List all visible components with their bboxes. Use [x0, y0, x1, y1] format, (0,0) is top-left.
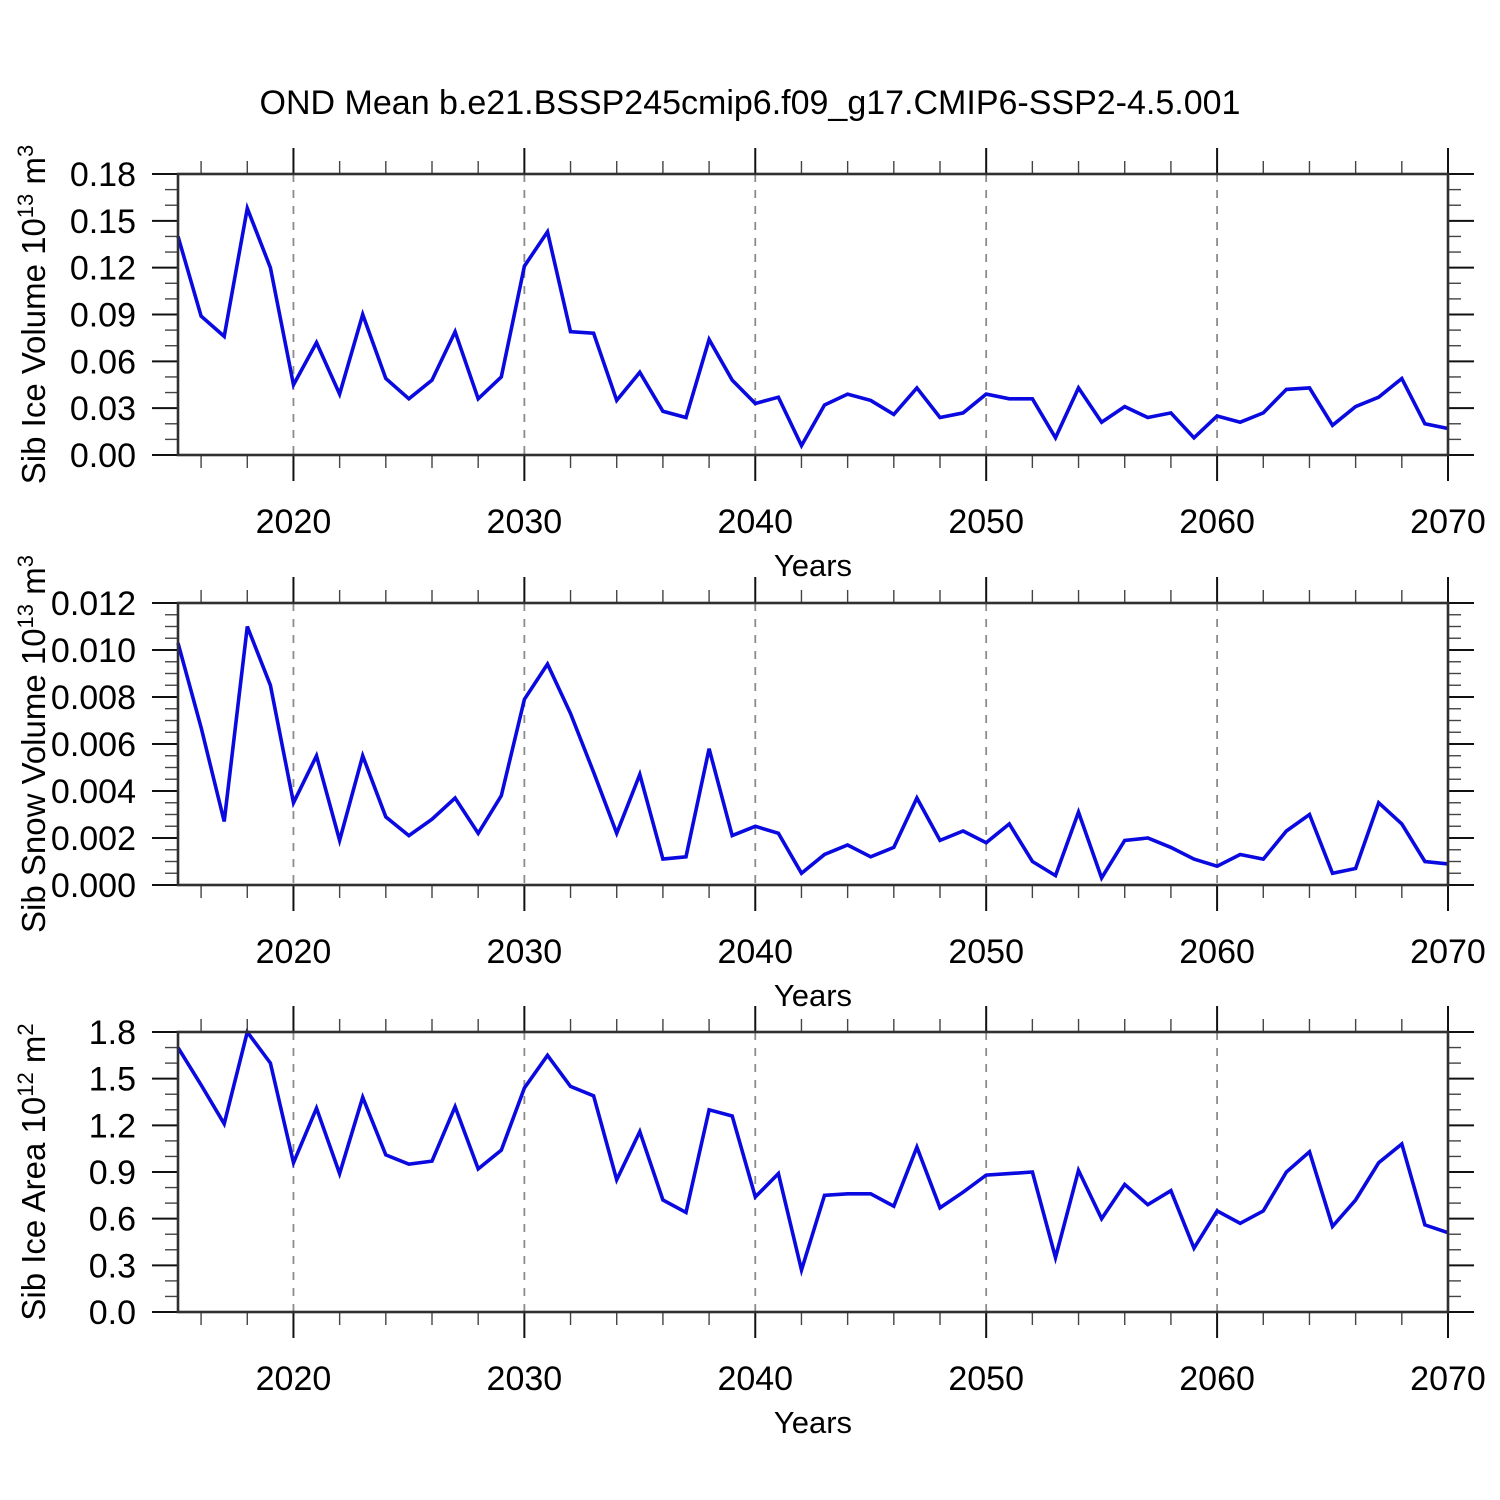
y-tick-label: 0.6 — [89, 1201, 136, 1239]
x-tick-label: 2040 — [717, 503, 793, 541]
x-axis-title: Years — [774, 1405, 852, 1440]
y-tick-label: 0.006 — [51, 726, 136, 764]
chart-title: OND Mean b.e21.BSSP245cmip6.f09_g17.CMIP… — [259, 84, 1241, 122]
data-line-sib-ice-volume — [176, 201, 1449, 450]
panel-border — [176, 601, 1450, 887]
y-tick-label: 0.18 — [70, 156, 136, 194]
x-tick-label: 2050 — [948, 1360, 1024, 1398]
panel-border — [176, 172, 1450, 457]
x-tick-label: 2060 — [1179, 503, 1255, 541]
x-tick-label: 2030 — [487, 933, 563, 971]
y-tick-label: 1.5 — [89, 1061, 136, 1099]
x-tick-label: 2030 — [487, 1360, 563, 1398]
panel-sib-ice-volume: 2020 2030 2040 2050 2060 2070 Years 0.00 0.03 0.0… — [13, 145, 1486, 583]
y-tick-label: 1.2 — [89, 1107, 136, 1145]
x-tick-label: 2070 — [1410, 933, 1486, 971]
y-tick-label: 0.06 — [70, 343, 136, 381]
x-tick-label: 2050 — [948, 933, 1024, 971]
x-tick-label: 2070 — [1410, 503, 1486, 541]
y-axis-title: Sib Snow Volume 1013 m3 — [13, 555, 52, 933]
x-tick-label: 2020 — [256, 503, 332, 541]
panel-border — [176, 1030, 1450, 1314]
panel-sib-snow-volume: 2020 2030 2040 2050 2060 2070 Years 0.000 0.002 0… — [13, 555, 1486, 1013]
y-axis-title: Sib Ice Volume 1013 m3 — [13, 145, 52, 484]
x-tick-label: 2060 — [1179, 1360, 1255, 1398]
data-line-sib-ice-area — [176, 1027, 1449, 1277]
y-tick-label: 0.004 — [51, 773, 136, 811]
x-axis-title: Years — [774, 978, 852, 1013]
x-tick-label: 2030 — [487, 503, 563, 541]
x-tick-label: 2060 — [1179, 933, 1255, 971]
x-tick-label: 2020 — [256, 1360, 332, 1398]
y-tick-label: 0.03 — [70, 390, 136, 428]
y-tick-label: 0.00 — [70, 437, 136, 475]
x-tick-label: 2040 — [717, 933, 793, 971]
panel-sib-ice-area: 2020 2030 2040 2050 2060 2070 Years 0.0 0.3 0.6 0.… — [13, 1006, 1486, 1440]
y-tick-label: 0.0 — [89, 1294, 136, 1332]
y-tick-label: 0.15 — [70, 203, 136, 241]
y-tick-label: 1.8 — [89, 1014, 136, 1052]
y-tick-label: 0.000 — [51, 867, 136, 905]
y-tick-label: 0.3 — [89, 1247, 136, 1285]
y-tick-label: 0.9 — [89, 1154, 136, 1192]
x-tick-label: 2070 — [1410, 1360, 1486, 1398]
y-tick-label: 0.12 — [70, 250, 136, 288]
y-tick-label: 0.010 — [51, 632, 136, 670]
y-tick-label: 0.002 — [51, 820, 136, 858]
x-axis-title: Years — [774, 548, 852, 583]
x-tick-label: 2020 — [256, 933, 332, 971]
x-tick-label: 2050 — [948, 503, 1024, 541]
y-tick-label: 0.012 — [51, 585, 136, 623]
y-axis-title: Sib Ice Area 1012 m2 — [13, 1023, 52, 1320]
x-tick-label: 2040 — [717, 1360, 793, 1398]
data-line-sib-snow-volume — [176, 625, 1449, 883]
y-tick-label: 0.008 — [51, 679, 136, 717]
y-tick-label: 0.09 — [70, 297, 136, 335]
